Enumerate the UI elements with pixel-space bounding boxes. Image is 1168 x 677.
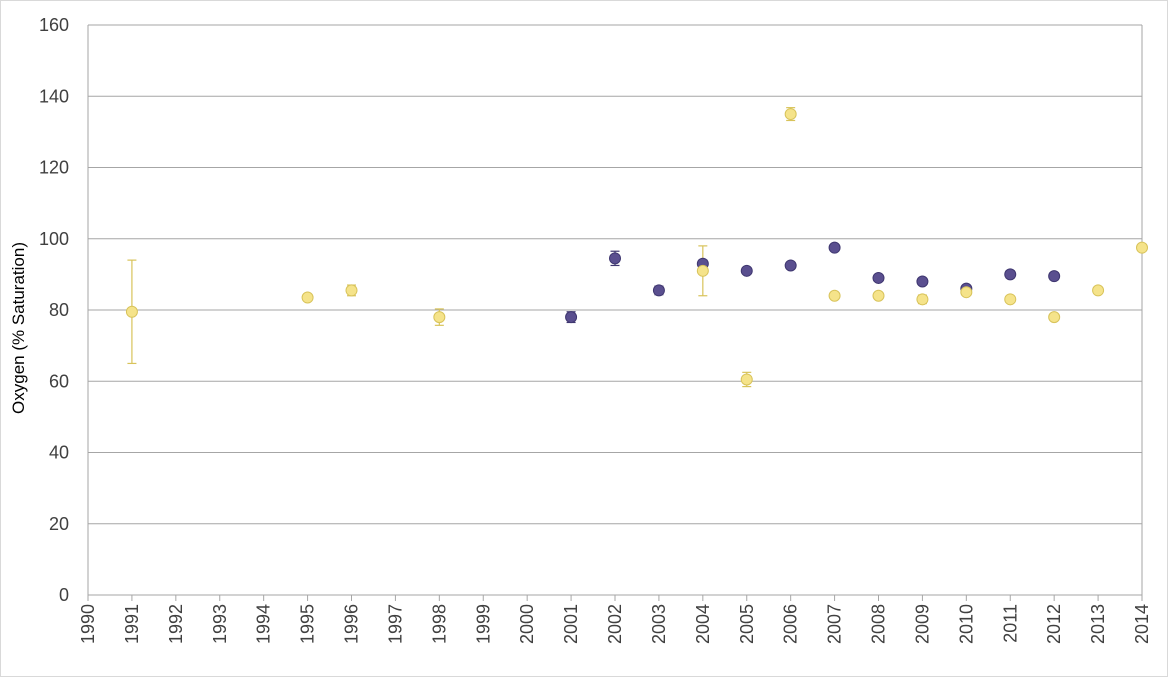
x-tick-label: 2009 xyxy=(912,604,932,644)
y-tick-label: 140 xyxy=(39,86,69,106)
x-tick-label: 1994 xyxy=(254,604,274,644)
data-point-series-2 xyxy=(916,293,929,306)
y-tick-label: 100 xyxy=(39,229,69,249)
x-tick-label: 2011 xyxy=(1000,604,1020,643)
data-point-series-2 xyxy=(740,373,753,386)
x-tick-label: 2000 xyxy=(517,604,537,644)
y-tick-label: 80 xyxy=(49,300,69,320)
x-tick-label: 2003 xyxy=(649,604,669,644)
x-tick-label: 2010 xyxy=(956,604,976,644)
y-axis-title: Oxygen (% Saturation) xyxy=(9,242,28,414)
y-tick-labels: 0 20 40 60 80 100 120 140 160 xyxy=(39,15,69,605)
data-point-series-1 xyxy=(784,259,797,272)
y-tick-label: 120 xyxy=(39,158,69,178)
data-point-series-2 xyxy=(960,286,973,299)
y-tick-label: 160 xyxy=(39,15,69,35)
x-tick-label: 1990 xyxy=(78,604,98,644)
error-bars xyxy=(127,107,1147,388)
data-point-series-2 xyxy=(828,289,841,302)
data-point-series-2 xyxy=(696,264,709,277)
data-point-series-2 xyxy=(1136,241,1148,254)
data-points xyxy=(125,108,1148,386)
data-point-series-1 xyxy=(565,311,578,324)
data-point-series-1 xyxy=(609,252,621,265)
data-point-series-2 xyxy=(345,284,358,297)
y-tick-label: 0 xyxy=(59,585,69,605)
data-point-series-1 xyxy=(828,241,841,254)
x-tick-label: 1999 xyxy=(473,604,493,644)
x-tick-label: 2004 xyxy=(693,604,713,644)
y-tick-label: 20 xyxy=(49,514,69,534)
x-tick-label: 2007 xyxy=(825,604,845,644)
axes xyxy=(87,25,1143,601)
data-point-series-2 xyxy=(1048,311,1061,324)
x-tick-label: 1992 xyxy=(166,604,186,644)
data-point-series-1 xyxy=(1004,268,1017,281)
data-point-series-1 xyxy=(872,271,885,284)
x-tick-label: 1993 xyxy=(210,604,230,644)
gridlines xyxy=(88,24,1142,525)
x-tick-label: 2012 xyxy=(1044,604,1064,644)
x-tick-label: 2014 xyxy=(1132,604,1152,644)
x-tick-label: 2013 xyxy=(1088,604,1108,644)
x-tick-label: 2002 xyxy=(605,604,625,644)
data-point-series-1 xyxy=(1048,270,1061,283)
data-point-series-2 xyxy=(433,311,446,324)
x-tick-label: 1995 xyxy=(298,604,318,644)
x-tick-label: 2005 xyxy=(737,604,757,644)
x-tick-label: 1997 xyxy=(385,604,405,644)
x-tick-label: 2006 xyxy=(781,604,801,644)
x-tick-label: 1998 xyxy=(429,604,449,644)
x-tick-label: 1991 xyxy=(122,604,142,644)
y-tick-label: 40 xyxy=(49,443,69,463)
data-point-series-2 xyxy=(1004,293,1017,306)
x-tick-label: 1996 xyxy=(342,604,362,644)
data-point-series-2 xyxy=(301,291,314,304)
data-point-series-2 xyxy=(784,108,797,121)
data-point-series-1 xyxy=(916,275,929,288)
x-tick-label: 2001 xyxy=(561,604,581,644)
data-point-series-2 xyxy=(1092,284,1105,297)
y-tick-label: 60 xyxy=(49,371,69,391)
data-point-series-2 xyxy=(872,289,885,302)
data-point-series-2 xyxy=(125,305,138,318)
x-tick-label: 2008 xyxy=(869,604,889,644)
data-point-series-1 xyxy=(652,284,665,297)
data-point-series-1 xyxy=(740,264,753,277)
x-tick-labels: 1990 1991 1992 1993 1994 1995 1996 1997 1998 1999… xyxy=(78,604,1152,644)
